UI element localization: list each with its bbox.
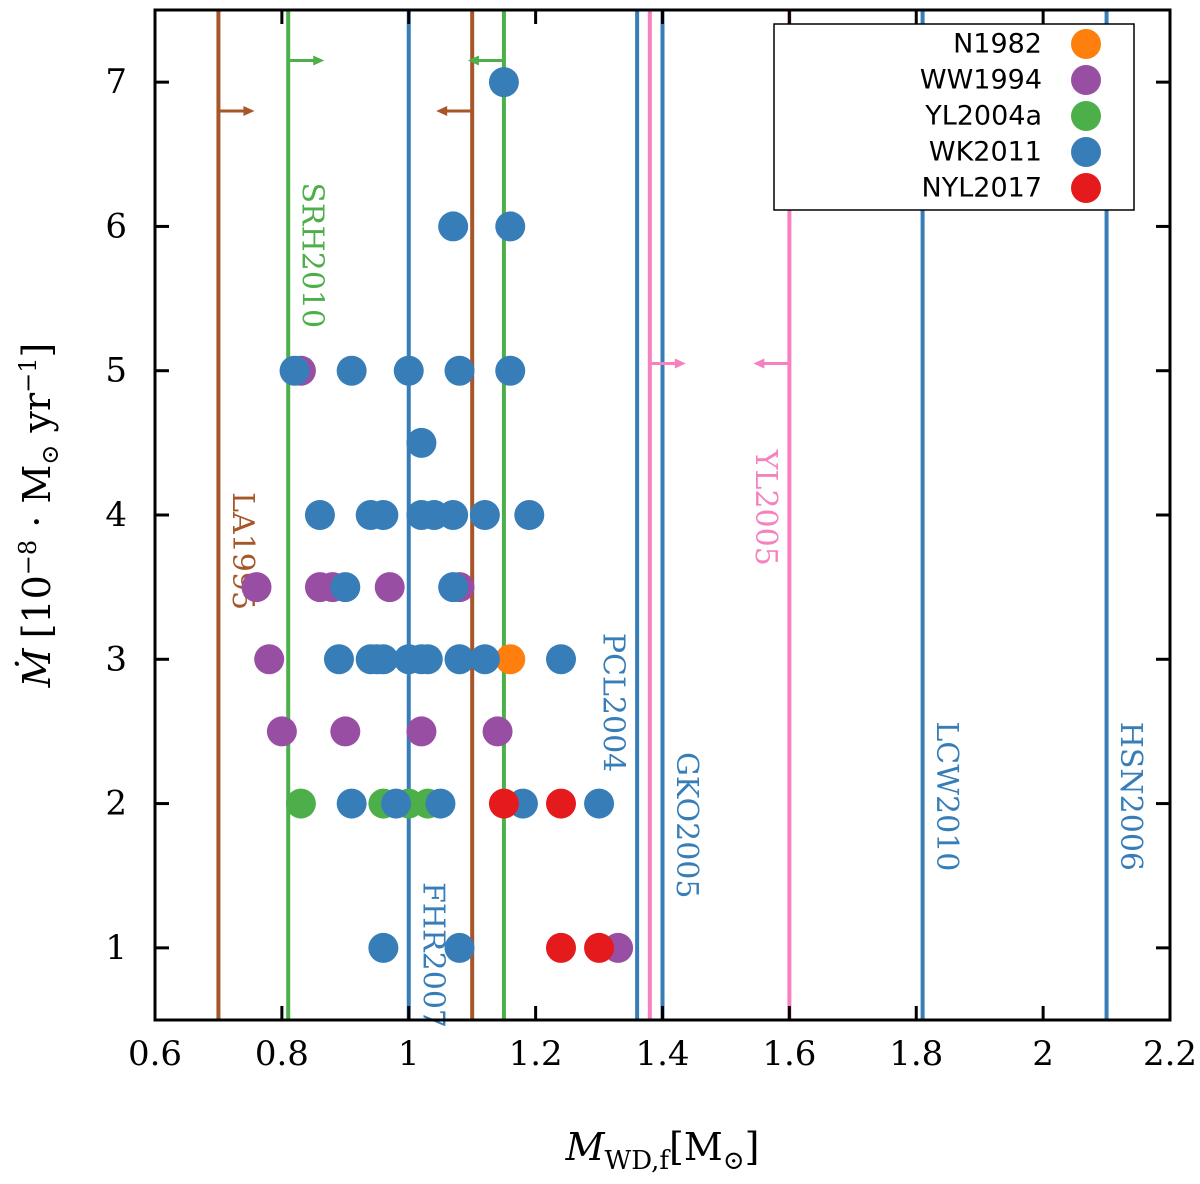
- x-axis-label: MWD,f[M⊙]: [565, 1125, 760, 1176]
- x-tick-label: 2.2: [1143, 1034, 1197, 1074]
- y-tick-label: 3: [105, 639, 127, 679]
- data-point: [323, 644, 354, 675]
- data-point: [304, 500, 335, 530]
- data-point: [406, 427, 437, 458]
- reference-line-label: GKO2005: [669, 752, 704, 899]
- reference-line-label: PCL2004: [596, 633, 631, 772]
- x-tick-label: 1: [398, 1034, 420, 1074]
- data-point: [514, 500, 545, 530]
- legend-marker: [1071, 101, 1101, 131]
- data-point: [241, 572, 272, 603]
- y-tick-label: 5: [105, 351, 127, 391]
- reference-arrow-head: [313, 55, 325, 66]
- data-points: [241, 67, 634, 963]
- x-tick-label: 2: [1032, 1034, 1054, 1074]
- data-point: [381, 788, 412, 819]
- data-point: [546, 932, 576, 963]
- x-tick-label: 1.2: [509, 1034, 563, 1074]
- data-point: [393, 355, 424, 386]
- reference-arrow-head: [674, 358, 686, 369]
- legend-marker: [1071, 173, 1101, 203]
- data-point: [546, 788, 576, 819]
- axis-ticks: 0.6 0.8 1 1.2 1.4 1.6 1.8 2 2.2 1 2 3 4 5 6 7: [105, 10, 1197, 1074]
- data-point: [495, 355, 526, 386]
- y-tick-label: 6: [105, 206, 127, 246]
- data-point: [254, 644, 285, 675]
- data-point: [374, 572, 405, 603]
- reference-arrow-head: [243, 106, 255, 116]
- legend-label: N1982: [953, 29, 1042, 60]
- data-point: [469, 500, 500, 530]
- reference-arrow-head: [753, 358, 765, 369]
- legend: N1982 WW1994 YL2004a WK2011 NYL2017: [773, 23, 1135, 211]
- data-point: [336, 788, 367, 819]
- x-tick-label: 1.8: [889, 1034, 943, 1074]
- x-tick-label: 0.6: [128, 1034, 182, 1074]
- data-point: [444, 932, 475, 963]
- y-tick-label: 4: [105, 495, 127, 535]
- reference-lines: LA1995SRH2010FHR2007PCL2004GKO2005YL2005…: [216, 10, 1148, 1028]
- y-tick-label: 2: [105, 784, 127, 824]
- legend-marker: [1071, 29, 1101, 59]
- reference-arrow-head: [467, 55, 479, 66]
- data-point: [279, 355, 310, 386]
- y-axis-label: Ṁ[10−8 · M⊙ yr−1]: [14, 343, 64, 689]
- data-point: [444, 355, 475, 386]
- y-tick-label: 7: [105, 62, 127, 102]
- x-tick-label: 0.8: [255, 1034, 309, 1074]
- reference-arrow-head: [436, 106, 448, 116]
- data-point: [368, 932, 399, 963]
- legend-label: WW1994: [920, 65, 1042, 96]
- data-point: [266, 716, 297, 747]
- data-point: [488, 67, 519, 98]
- legend-marker: [1071, 65, 1101, 95]
- data-point: [438, 211, 469, 242]
- data-point: [406, 716, 437, 747]
- data-point: [330, 572, 361, 603]
- data-point: [438, 500, 469, 530]
- data-point: [336, 355, 367, 386]
- data-point: [368, 644, 399, 675]
- data-point: [368, 500, 399, 530]
- x-tick-label: 1.6: [762, 1034, 816, 1074]
- reference-line-label: HSN2006: [1113, 722, 1148, 871]
- data-point: [425, 788, 456, 819]
- data-point: [546, 644, 576, 675]
- data-point: [488, 788, 519, 819]
- data-point: [412, 644, 443, 675]
- reference-line-label: LCW2010: [929, 721, 964, 871]
- legend-label: YL2004a: [924, 101, 1042, 132]
- y-tick-label: 1: [105, 928, 127, 968]
- reference-line-label: YL2005: [748, 449, 783, 566]
- data-point: [584, 932, 615, 963]
- legend-label: NYL2017: [922, 173, 1042, 204]
- x-tick-label: 1.4: [635, 1034, 689, 1074]
- data-point: [438, 572, 469, 603]
- data-point: [495, 211, 526, 242]
- legend-label: WK2011: [929, 137, 1042, 168]
- data-point: [285, 788, 316, 819]
- data-point: [584, 788, 615, 819]
- legend-marker: [1071, 137, 1101, 167]
- reference-line-label: SRH2010: [295, 182, 330, 328]
- data-point: [330, 716, 361, 747]
- data-point: [444, 644, 475, 675]
- data-point: [469, 644, 500, 675]
- data-point: [482, 716, 513, 747]
- reference-line-label: FHR2007: [415, 882, 450, 1028]
- data-point: [495, 644, 526, 675]
